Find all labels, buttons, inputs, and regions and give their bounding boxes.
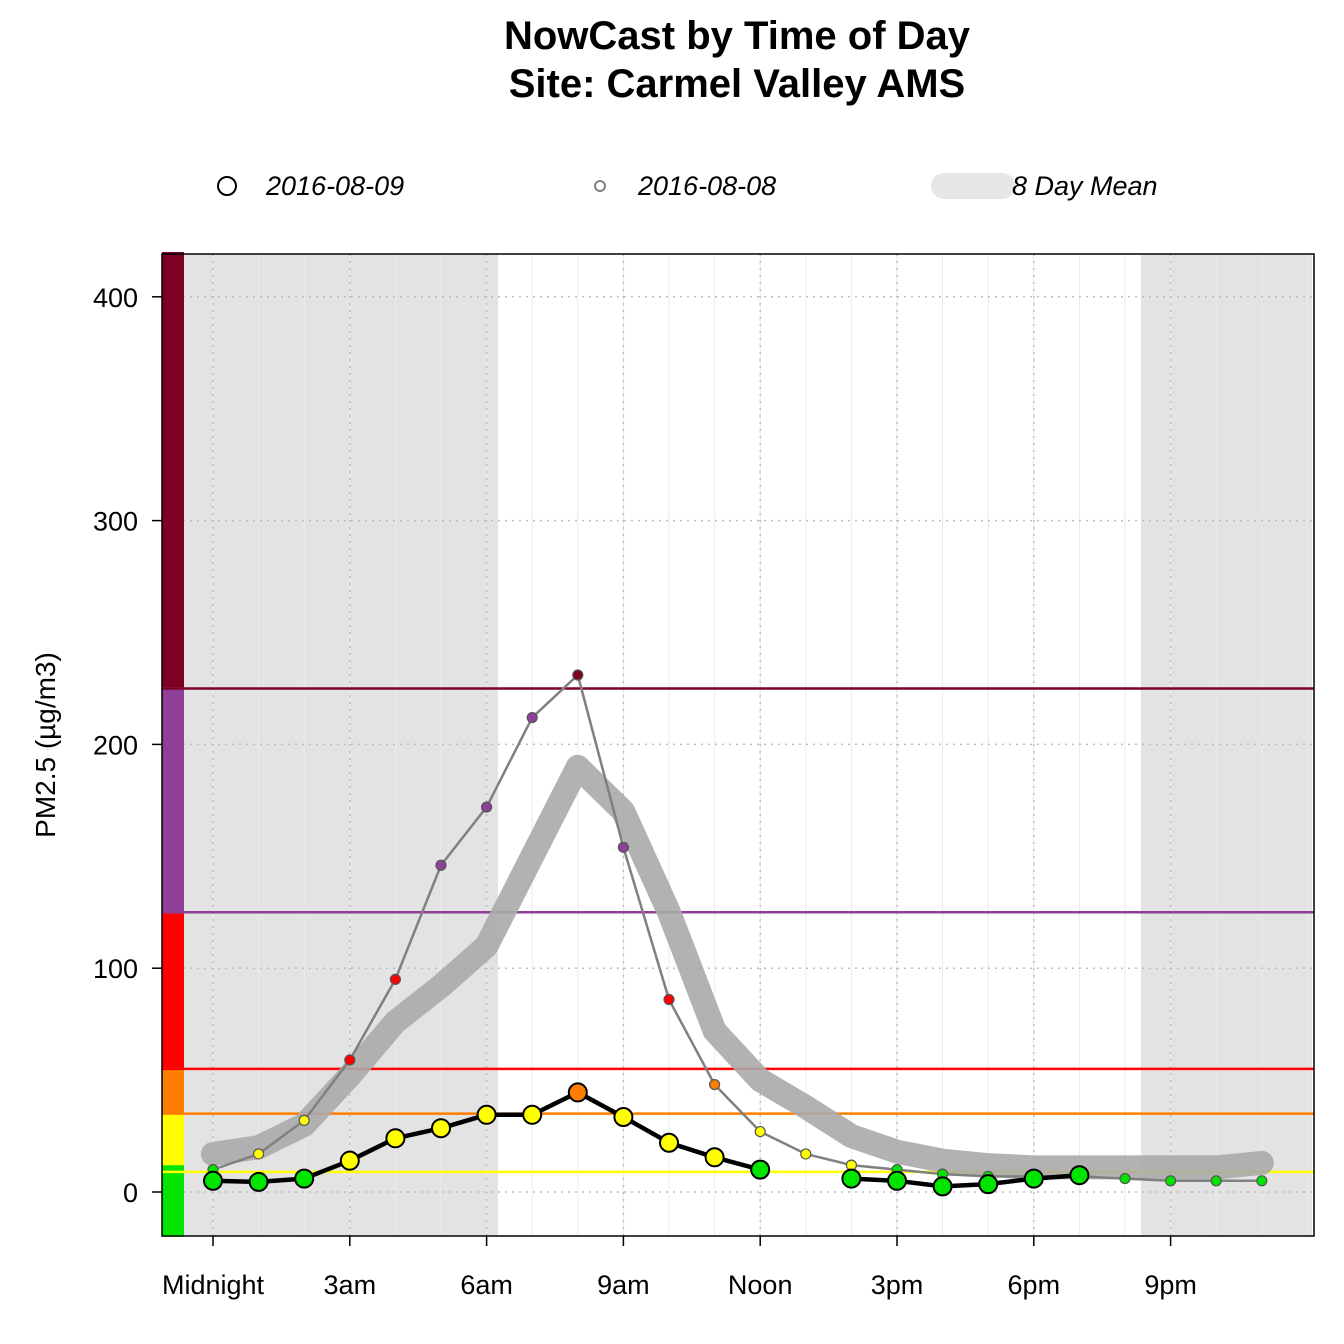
today-point <box>203 1170 223 1191</box>
aqi-color-band <box>162 911 184 1068</box>
x-tick-label: 9am <box>597 1270 650 1300</box>
today-point <box>659 1132 679 1153</box>
today-point <box>431 1118 451 1139</box>
chart-title-line1: NowCast by Time of Day <box>503 14 971 58</box>
yesterday-point <box>298 1114 310 1126</box>
y-tick-label: 100 <box>93 954 138 984</box>
yesterday-point <box>708 1078 721 1091</box>
aqi-color-band <box>162 1165 184 1237</box>
legend-today-label: 2016-08-09 <box>266 171 405 201</box>
yesterday-point <box>754 1125 766 1138</box>
yesterday-point <box>1210 1175 1222 1187</box>
legend-mean-label: 8 Day Mean <box>1012 171 1158 201</box>
today-point <box>750 1159 771 1180</box>
x-tick-label: 3pm <box>871 1270 924 1300</box>
today-point <box>567 1082 588 1103</box>
yesterday-point <box>617 841 630 853</box>
x-tick-label: Midnight <box>162 1270 265 1300</box>
today-point <box>522 1104 543 1125</box>
legend-yesterday-marker <box>594 180 606 192</box>
yesterday-point <box>253 1148 265 1160</box>
today-point <box>294 1168 315 1189</box>
y-tick-label: 0 <box>123 1178 138 1208</box>
yesterday-point <box>344 1054 356 1066</box>
today-point <box>248 1171 269 1192</box>
yesterday-point <box>800 1148 812 1160</box>
x-tick-label: 9pm <box>1144 1270 1197 1300</box>
chart-title-line2: Site: Carmel Valley AMS <box>508 62 966 106</box>
yesterday-point <box>1256 1175 1268 1187</box>
today-point <box>978 1174 999 1195</box>
yesterday-point <box>389 973 401 985</box>
today-point <box>385 1128 406 1149</box>
yesterday-point <box>572 669 584 681</box>
yesterday-point <box>526 711 538 724</box>
today-point <box>887 1170 907 1191</box>
y-tick-label: 300 <box>93 507 138 537</box>
yesterday-point <box>481 801 493 813</box>
today-point <box>613 1107 634 1128</box>
today-point <box>339 1150 360 1171</box>
x-tick-label: 6am <box>460 1270 513 1300</box>
aqi-color-band <box>162 1112 184 1166</box>
aqi-color-band <box>162 687 184 912</box>
x-tick-label: 6pm <box>1008 1270 1061 1300</box>
y-tick-label: 200 <box>93 730 138 760</box>
aqi-color-band <box>162 1067 184 1113</box>
yesterday-point <box>435 859 447 871</box>
today-point <box>704 1147 725 1168</box>
yesterday-point <box>1119 1172 1131 1185</box>
legend-today-marker <box>217 176 237 196</box>
x-tick-label: Noon <box>728 1270 793 1300</box>
today-point <box>932 1176 953 1197</box>
today-point <box>476 1104 497 1125</box>
y-axis-label: PM2.5 (µg/m3) <box>30 652 61 838</box>
mean-line <box>201 754 1274 1180</box>
legend-yesterday-label: 2016-08-08 <box>638 171 777 201</box>
yesterday-point <box>663 993 675 1006</box>
x-tick-label: 3am <box>324 1270 377 1300</box>
yesterday-point <box>1164 1175 1177 1187</box>
aqi-color-band <box>162 252 184 688</box>
today-point <box>841 1168 862 1189</box>
today-point <box>1069 1165 1090 1186</box>
today-point <box>1023 1168 1044 1189</box>
y-tick-label: 400 <box>93 283 138 313</box>
